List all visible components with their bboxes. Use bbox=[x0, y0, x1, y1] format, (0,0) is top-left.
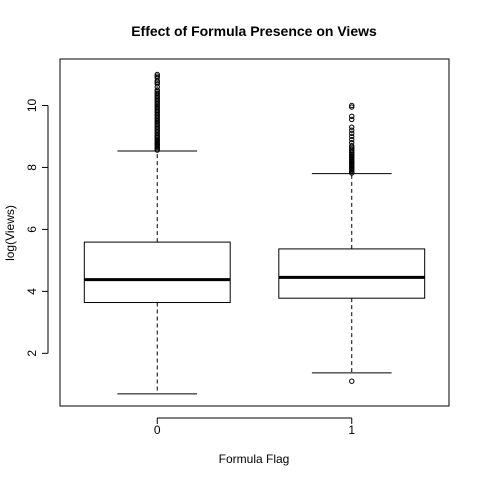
box-group-0 bbox=[83, 71, 231, 395]
x-tick-label: 1 bbox=[348, 423, 355, 437]
outlier-point bbox=[349, 378, 355, 384]
outlier-point bbox=[349, 139, 355, 146]
x-tick-label: 0 bbox=[154, 423, 161, 437]
boxes-group bbox=[83, 71, 426, 395]
x-axis-label: Formula Flag bbox=[219, 452, 290, 466]
y-tick-label: 8 bbox=[25, 164, 39, 171]
outlier-point bbox=[349, 133, 355, 140]
outlier-point bbox=[349, 127, 355, 133]
outlier-point bbox=[154, 71, 160, 78]
chart-title: Effect of Formula Presence on Views bbox=[131, 23, 377, 39]
box-group-1 bbox=[278, 102, 426, 384]
outlier-point bbox=[349, 116, 355, 123]
y-axis: 2 4 6 8 10 bbox=[25, 98, 49, 357]
outlier-point bbox=[349, 124, 355, 130]
y-tick-label: 2 bbox=[25, 350, 39, 357]
y-tick-label: 10 bbox=[25, 98, 39, 112]
y-axis-label: log(Views) bbox=[3, 205, 17, 261]
iqr-box bbox=[83, 241, 231, 304]
iqr-box bbox=[278, 248, 426, 299]
outlier-point bbox=[349, 143, 355, 149]
y-tick-label: 6 bbox=[25, 226, 39, 233]
outlier-point bbox=[154, 87, 160, 93]
outlier-point bbox=[349, 102, 355, 109]
plot-frame bbox=[59, 58, 450, 407]
y-tick-label: 4 bbox=[25, 288, 39, 295]
outlier-point bbox=[349, 136, 355, 143]
outlier-point bbox=[349, 113, 355, 120]
outlier-point bbox=[349, 130, 355, 137]
